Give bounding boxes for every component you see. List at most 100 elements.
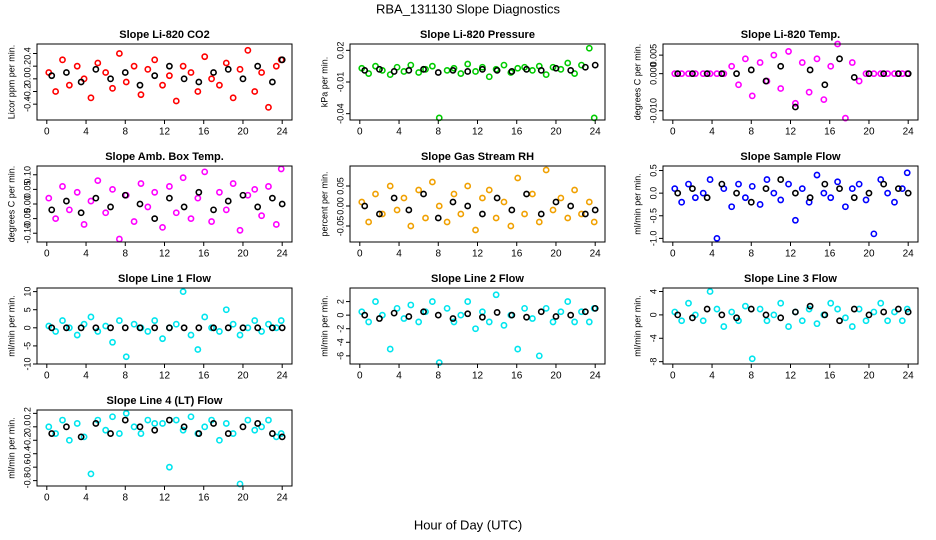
y-axis-label: kPa per min.	[319, 57, 329, 108]
point	[52, 430, 60, 437]
point	[689, 185, 696, 193]
point	[537, 308, 545, 316]
point	[798, 59, 806, 66]
point	[109, 413, 116, 421]
point	[272, 62, 280, 70]
x-tick-label: 20	[237, 127, 249, 138]
y-tick-label: -0.5	[648, 208, 658, 224]
point	[904, 70, 912, 78]
point	[179, 426, 187, 434]
x-tick-label: 4	[396, 127, 402, 138]
point	[65, 324, 73, 332]
y-axis-label: degrees C per min.	[632, 44, 642, 121]
point	[891, 198, 898, 206]
point	[821, 81, 829, 89]
y-tick-label: -0.01	[335, 72, 345, 93]
point	[151, 317, 159, 324]
x-tick-label: 24	[590, 371, 602, 382]
point	[45, 423, 53, 431]
point	[678, 198, 686, 206]
point	[151, 56, 159, 64]
point	[115, 317, 123, 324]
point	[254, 203, 262, 211]
point	[48, 72, 56, 80]
x-tick-label: 12	[159, 493, 171, 504]
point	[63, 324, 70, 332]
point	[65, 81, 73, 89]
point	[493, 66, 501, 74]
x-tick-label: 12	[159, 371, 171, 382]
x-tick-label: 12	[785, 127, 797, 138]
x-tick-label: 20	[237, 493, 249, 504]
point	[585, 44, 593, 52]
x-tick-label: 16	[198, 127, 210, 138]
point	[762, 77, 770, 85]
point	[109, 338, 116, 346]
point	[747, 66, 755, 74]
point	[865, 189, 873, 197]
point	[762, 185, 770, 193]
point	[485, 318, 493, 326]
point	[59, 317, 66, 324]
point	[703, 70, 711, 78]
point	[420, 308, 427, 316]
y-tick-label: 0.005	[648, 44, 658, 67]
y-tick-label: -4	[648, 334, 658, 342]
point	[492, 214, 500, 222]
x-tick-label: 24	[903, 127, 915, 138]
point	[201, 423, 209, 431]
point	[581, 308, 589, 316]
y-axis-label: Licor ppm per min.	[6, 45, 16, 120]
point	[130, 62, 138, 70]
x-tick-label: 4	[83, 127, 89, 138]
point	[836, 317, 843, 325]
point	[144, 65, 152, 73]
y-tick-label: 0.0	[648, 187, 658, 200]
panel-title: Slope Line 2 Flow	[431, 273, 524, 285]
point	[585, 318, 593, 326]
point	[222, 206, 230, 214]
point	[210, 206, 217, 214]
point	[236, 331, 244, 339]
point	[265, 103, 272, 111]
point	[827, 299, 835, 307]
point	[671, 70, 679, 78]
point	[277, 430, 285, 437]
point	[507, 222, 515, 230]
y-tick-label: -0.05	[22, 208, 32, 229]
point	[834, 178, 841, 186]
point	[166, 416, 173, 424]
point	[428, 178, 436, 186]
point	[472, 325, 479, 333]
point	[898, 185, 906, 193]
x-tick-label: 12	[472, 249, 484, 260]
point	[48, 206, 56, 214]
point	[449, 198, 457, 206]
y-tick-label: 0.0	[22, 421, 32, 434]
point	[407, 61, 415, 69]
point	[65, 436, 73, 444]
point	[48, 324, 56, 332]
point	[678, 317, 686, 325]
point	[733, 70, 740, 78]
point	[222, 59, 230, 67]
y-tick-label: -0.010	[648, 98, 658, 124]
point	[756, 201, 764, 208]
point	[109, 185, 116, 193]
y-tick-label: -6	[335, 352, 345, 360]
point	[251, 185, 259, 193]
y-tick-label: 0.000	[648, 62, 658, 85]
point	[443, 304, 451, 312]
point	[386, 71, 394, 79]
point	[194, 88, 202, 95]
point	[420, 65, 427, 73]
point	[278, 56, 286, 64]
point	[792, 99, 799, 107]
point	[87, 197, 95, 205]
point	[877, 70, 885, 78]
point	[443, 66, 451, 74]
point	[706, 288, 714, 295]
point	[92, 65, 100, 73]
point	[386, 345, 394, 353]
point	[777, 85, 785, 92]
